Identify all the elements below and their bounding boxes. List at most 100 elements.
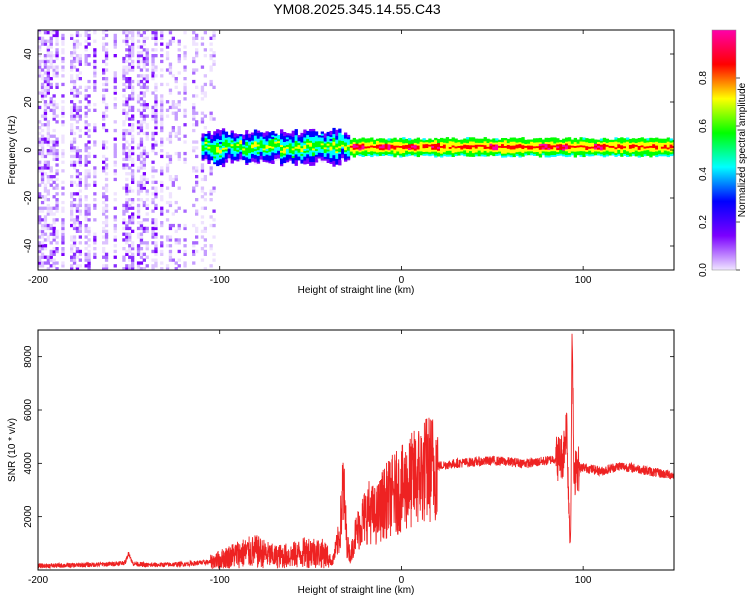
noise-cell	[70, 117, 74, 121]
noise-cell	[40, 195, 45, 199]
signal-cell	[597, 153, 601, 156]
signal-cell	[521, 146, 525, 149]
signal-cell	[219, 160, 223, 164]
signal-cell	[474, 148, 479, 151]
noise-cell	[87, 183, 91, 187]
noise-cell	[75, 91, 80, 95]
signal-cell	[588, 142, 592, 145]
noise-cell	[43, 103, 48, 107]
noise-cell	[40, 137, 45, 141]
noise-cell	[192, 71, 196, 75]
signal-cell	[591, 138, 595, 141]
signal-cell	[216, 156, 220, 159]
signal-cell	[242, 142, 246, 145]
signal-cell	[602, 149, 607, 152]
signal-cell	[643, 152, 647, 155]
signal-cell	[591, 142, 595, 145]
noise-cell	[128, 65, 132, 69]
noise-cell	[55, 31, 59, 35]
signal-cell	[623, 144, 627, 147]
signal-cell	[242, 134, 246, 137]
noise-cell	[136, 56, 141, 61]
noise-cell	[113, 36, 117, 40]
noise-cell	[125, 172, 129, 176]
signal-cell	[448, 152, 452, 155]
signal-cell	[582, 154, 586, 158]
signal-cell	[349, 151, 354, 154]
signal-cell	[506, 148, 511, 151]
signal-cell	[451, 143, 455, 146]
noise-cell	[139, 235, 144, 239]
noise-cell	[93, 169, 97, 173]
signal-cell	[533, 146, 537, 149]
signal-cell	[544, 137, 548, 141]
noise-cell	[151, 59, 155, 64]
signal-cell	[320, 131, 324, 134]
signal-cell	[329, 153, 333, 157]
noise-cell	[209, 172, 213, 176]
noise-cell	[165, 218, 170, 222]
noise-cell	[55, 137, 59, 141]
noise-cell	[102, 154, 106, 159]
noise-cell	[131, 39, 135, 43]
signal-cell	[364, 138, 368, 141]
noise-cell	[136, 123, 141, 127]
signal-cell	[410, 143, 415, 146]
noise-cell	[104, 198, 109, 202]
signal-cell	[245, 162, 249, 165]
noise-cell	[72, 154, 77, 159]
signal-cell	[471, 141, 476, 144]
noise-cell	[84, 203, 88, 208]
signal-cell	[393, 143, 397, 146]
signal-cell	[550, 137, 554, 140]
noise-cell	[165, 169, 170, 173]
noise-cell	[154, 232, 158, 236]
signal-cell	[346, 136, 351, 140]
noise-cell	[145, 177, 149, 182]
noise-cell	[78, 42, 82, 46]
signal-cell	[524, 147, 528, 150]
signal-cell	[626, 154, 630, 157]
noise-cell	[183, 82, 187, 87]
noise-cell	[78, 157, 82, 161]
signal-cell	[221, 130, 226, 133]
noise-cell	[136, 131, 141, 136]
signal-cell	[582, 143, 586, 146]
signal-cell	[425, 143, 429, 146]
signal-cell	[530, 141, 534, 144]
signal-cell	[652, 147, 656, 150]
noise-cell	[139, 189, 144, 193]
signal-cell	[268, 138, 272, 141]
noise-cell	[70, 247, 74, 251]
noise-cell	[43, 218, 48, 222]
signal-cell	[666, 152, 670, 156]
signal-cell	[288, 141, 293, 144]
signal-cell	[611, 141, 615, 144]
signal-cell	[666, 149, 670, 152]
noise-cell	[72, 238, 77, 242]
noise-cell	[46, 65, 50, 69]
noise-cell	[125, 140, 129, 144]
signal-cell	[524, 151, 528, 154]
signal-cell	[501, 151, 505, 154]
signal-cell	[207, 136, 211, 140]
signal-cell	[649, 153, 653, 156]
noise-cell	[154, 88, 158, 92]
noise-cell	[46, 105, 50, 110]
signal-cell	[669, 146, 673, 149]
signal-cell	[256, 155, 261, 158]
noise-cell	[192, 241, 196, 245]
noise-cell	[183, 160, 187, 164]
noise-cell	[203, 114, 207, 118]
signal-cell	[274, 149, 278, 152]
signal-cell	[370, 149, 374, 152]
noise-cell	[87, 123, 91, 127]
noise-cell	[142, 241, 146, 245]
signal-cell	[402, 141, 406, 144]
signal-cell	[533, 138, 537, 141]
noise-cell	[131, 163, 135, 167]
noise-cell	[154, 105, 158, 110]
noise-cell	[70, 59, 74, 64]
signal-cell	[376, 140, 380, 143]
noise-cell	[40, 166, 45, 170]
